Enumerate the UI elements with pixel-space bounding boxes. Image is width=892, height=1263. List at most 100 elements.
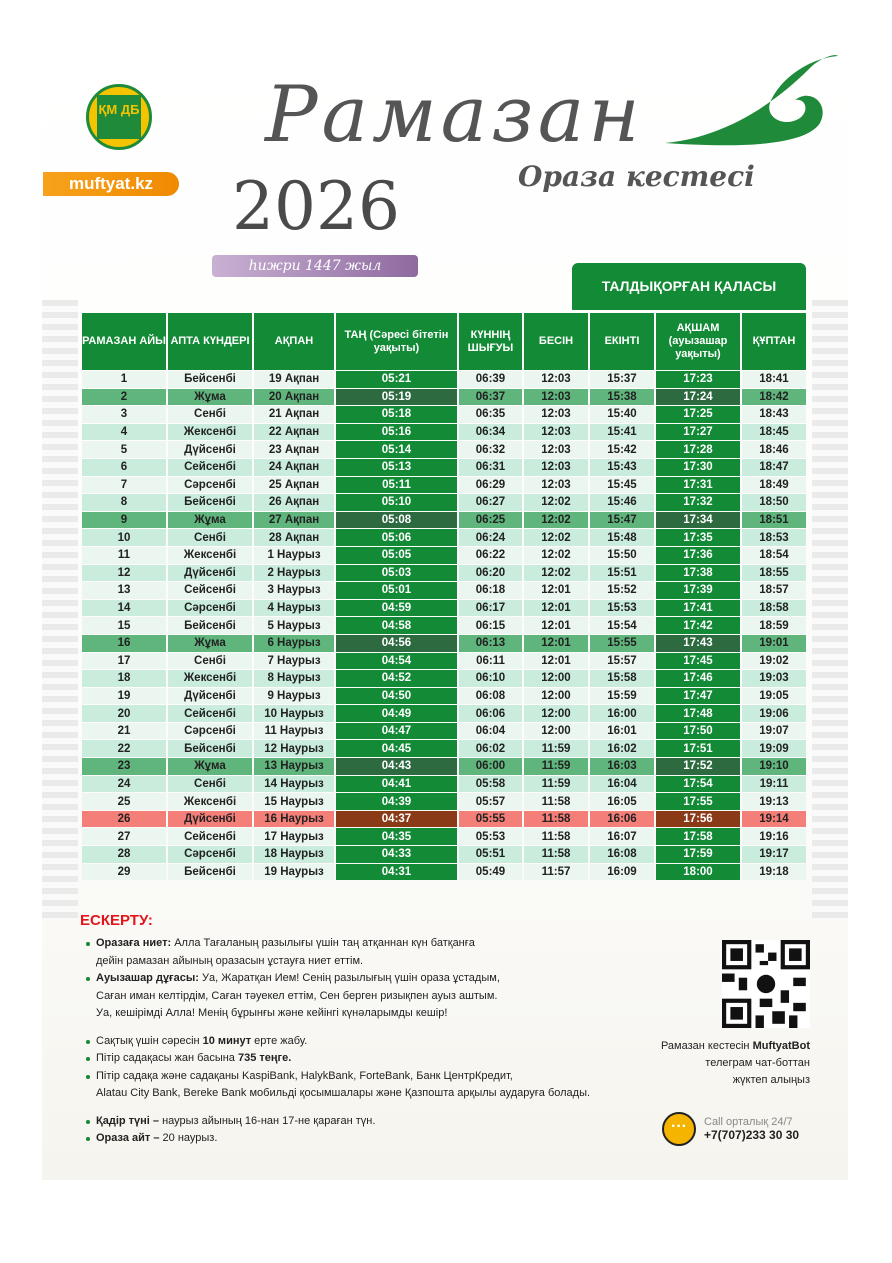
table-cell: 12:02 (524, 511, 588, 529)
table-cell: Бейсенбі (168, 617, 252, 634)
table-cell: Жексенбі (168, 793, 252, 810)
table-cell: 06:13 (459, 634, 522, 652)
table-cell: 15:57 (590, 652, 654, 670)
table-cell: 04:50 (336, 687, 457, 705)
table-cell: 06:02 (459, 740, 522, 758)
table-cell: 17:38 (656, 564, 740, 582)
table-cell: 16:07 (590, 828, 654, 846)
table-cell: 2 Наурыз (254, 564, 334, 582)
column-header: ЕКІНТІ (590, 313, 654, 370)
table-cell: 17:43 (656, 634, 740, 652)
table-cell: 16:00 (590, 705, 654, 722)
table-cell: 06:18 (459, 582, 522, 599)
table-cell: 24 (82, 775, 166, 793)
table-cell: 17:39 (656, 582, 740, 599)
note-item: Пітір садақа және садақаны KaspiBank, Ha… (86, 1068, 660, 1103)
table-cell: 06:22 (459, 546, 522, 564)
call-phone[interactable]: +7(707)233 30 30 (704, 1128, 800, 1142)
table-cell: Жұма (168, 388, 252, 406)
table-cell: 18:42 (742, 388, 806, 406)
green-wave-ornament (665, 55, 838, 146)
table-cell: 12:02 (524, 564, 588, 582)
table-cell: 12:02 (524, 546, 588, 564)
table-cell: 06:04 (459, 722, 522, 740)
table-cell: Сенбі (168, 652, 252, 670)
note-bold: 10 минут (202, 1034, 252, 1047)
table-cell: 12:03 (524, 441, 588, 458)
column-header: КҮННІҢ ШЫҒУЫ (459, 313, 522, 370)
table-cell: Жексенбі (168, 670, 252, 687)
table-cell: 17:46 (656, 670, 740, 687)
table-cell: 11:59 (524, 775, 588, 793)
table-cell: 17:28 (656, 441, 740, 458)
table-cell: 6 Наурыз (254, 634, 334, 652)
table-cell: 18:00 (656, 863, 740, 881)
note-bold: Ораза айт – (96, 1132, 160, 1144)
table-cell: 5 Наурыз (254, 617, 334, 634)
table-cell: 15:43 (590, 458, 654, 476)
table-cell: 06:27 (459, 494, 522, 511)
subtitle: Ораза кестесі (518, 160, 755, 193)
table-cell: 17:58 (656, 828, 740, 846)
telegram-qr-code[interactable] (722, 940, 810, 1028)
table-cell: 18:57 (742, 582, 806, 599)
table-cell: 06:20 (459, 564, 522, 582)
table-row: 6 Сейсенбі 24 Ақпан 05:13 06:31 12:03 15:43 17:… (82, 458, 806, 476)
table-cell: 04:56 (336, 634, 457, 652)
table-cell: 19:16 (742, 828, 806, 846)
table-row: 29 Бейсенбі 19 Наурыз 04:31 05:49 11:57 16:09 1… (82, 863, 806, 881)
note-item: Ауызашар дұғасы: Уа, Жаратқан Ием! Сенің… (86, 970, 660, 1023)
note-text: ерте жабу. (251, 1034, 308, 1047)
notes-section: ЕСКЕРТУ: Оразаға ниет: Алла Тағаланың ра… (80, 912, 660, 1148)
table-cell: 12:00 (524, 670, 588, 687)
table-cell: 24 Ақпан (254, 458, 334, 476)
note-continuation: Саған иман келтірдім, Саған тәуекел етті… (96, 989, 498, 1002)
bot-name[interactable]: MuftyatBot (752, 1040, 810, 1052)
table-cell: 18:47 (742, 458, 806, 476)
table-cell: 17:47 (656, 687, 740, 705)
table-cell: 15:54 (590, 617, 654, 634)
table-cell: 17:56 (656, 810, 740, 828)
table-cell: 17:30 (656, 458, 740, 476)
table-cell: 05:05 (336, 546, 457, 564)
table-row: 4 Жексенбі 22 Ақпан 05:16 06:34 12:03 15:41 17:… (82, 423, 806, 441)
note-bold: 735 теңге. (237, 1052, 292, 1064)
table-cell: 06:15 (459, 617, 522, 634)
table-cell: 05:16 (336, 423, 457, 441)
table-cell: 04:52 (336, 670, 457, 687)
table-cell: 16:03 (590, 758, 654, 775)
table-row: 10 Сенбі 28 Ақпан 05:06 06:24 12:02 15:48 17:35… (82, 529, 806, 546)
column-header: ҚҰПТАН (742, 313, 806, 370)
table-cell: 26 Ақпан (254, 494, 334, 511)
table-cell: 20 Ақпан (254, 388, 334, 406)
table-cell: 19 Наурыз (254, 863, 334, 881)
table-cell: 17:23 (656, 371, 740, 388)
table-cell: 06:25 (459, 511, 522, 529)
site-link[interactable]: muftyat.kz (43, 172, 179, 196)
table-cell: 12:01 (524, 617, 588, 634)
table-cell: 17:41 (656, 599, 740, 617)
table-row: 8 Бейсенбі 26 Ақпан 05:10 06:27 12:02 15:46 17:… (82, 494, 806, 511)
table-row: 14 Сәрсенбі 4 Наурыз 04:59 06:17 12:01 15:53 17… (82, 599, 806, 617)
table-cell: 06:17 (459, 599, 522, 617)
table-cell: 17:54 (656, 775, 740, 793)
table-cell: 9 (82, 511, 166, 529)
table-cell: 12:03 (524, 423, 588, 441)
table-cell: 16:05 (590, 793, 654, 810)
note-continuation: дейін рамазан айының оразасын ұстауға ни… (96, 954, 364, 967)
table-cell: 06:32 (459, 441, 522, 458)
table-cell: 11:58 (524, 793, 588, 810)
table-cell: Жексенбі (168, 423, 252, 441)
note-pre: Пітір садақасы жан басына (96, 1052, 238, 1064)
table-cell: 19:02 (742, 652, 806, 670)
table-cell: 15:38 (590, 388, 654, 406)
table-cell: 15:41 (590, 423, 654, 441)
table-cell: 11 Наурыз (254, 722, 334, 740)
table-cell: 15:47 (590, 511, 654, 529)
table-cell: 18:58 (742, 599, 806, 617)
table-cell: 15:50 (590, 546, 654, 564)
table-cell: Бейсенбі (168, 863, 252, 881)
table-cell: 05:21 (336, 371, 457, 388)
table-cell: 22 Ақпан (254, 423, 334, 441)
table-cell: 17:52 (656, 758, 740, 775)
